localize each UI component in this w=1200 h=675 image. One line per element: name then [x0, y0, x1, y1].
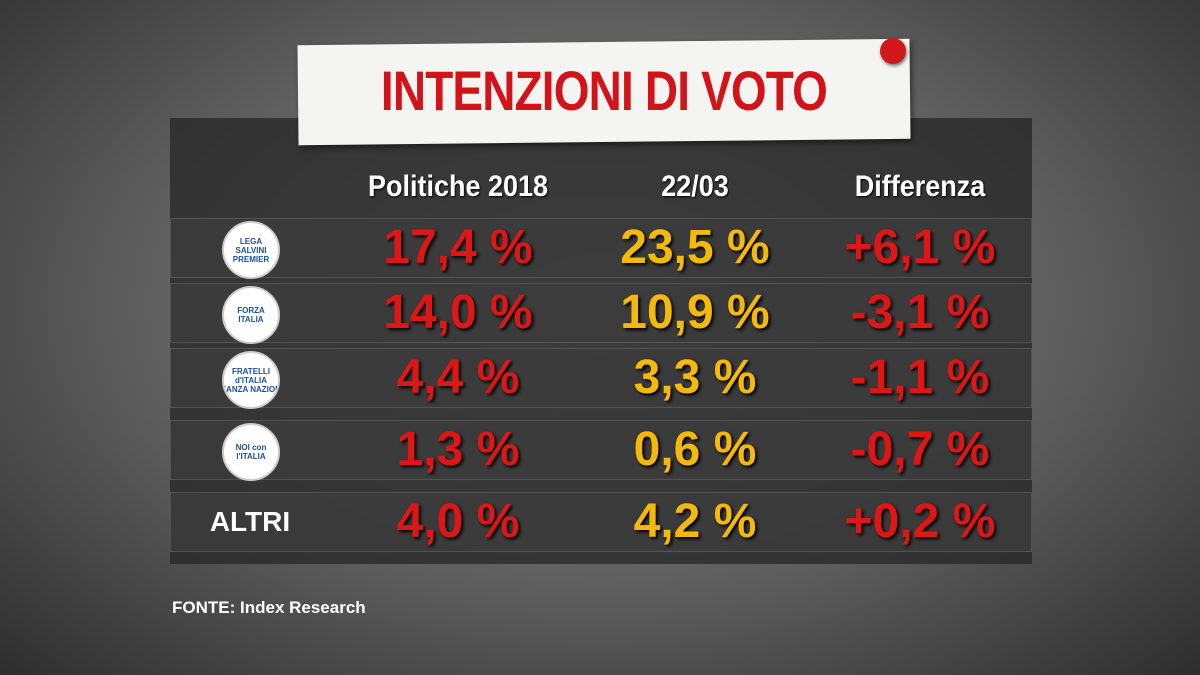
- cell-value: 23,5 %: [620, 221, 770, 274]
- source: FONTE: Index Research: [172, 598, 366, 617]
- pin: [880, 38, 906, 64]
- table-row: LEGA SALVINI PREMIER 17,4 % 23,5 % +6,1 %: [170, 218, 1032, 279]
- logo-text: l'ITALIA: [236, 452, 266, 461]
- cell-value: -3,1 %: [850, 286, 990, 339]
- cell-value: 4,0 %: [396, 495, 520, 548]
- table-row: NOI con l'ITALIA 1,3 % 0,6 % -0,7 %: [170, 420, 1032, 481]
- cell-value: +6,1 %: [844, 221, 996, 274]
- cell-value: +0,2 %: [844, 495, 996, 548]
- table-row: ALTRI 4,0 % 4,2 % +0,2 %: [170, 492, 1032, 552]
- party-logo: FORZA ITALIA: [222, 286, 280, 344]
- logo-text: LEGA: [239, 236, 263, 246]
- cell-value: -1,1 %: [850, 351, 990, 404]
- cell-value: 4,2 %: [633, 495, 757, 548]
- cell-value: 10,9 %: [620, 286, 770, 339]
- cell-value: 14,0 %: [383, 286, 533, 339]
- column-header: 22/03: [661, 170, 729, 203]
- title: INTENZIONI DI VOTO: [380, 59, 828, 122]
- cell-value: -0,7 %: [850, 423, 990, 476]
- party-logo: LEGA SALVINI PREMIER: [222, 221, 280, 279]
- cell-value: 4,4 %: [396, 351, 520, 404]
- party-logo: NOI con l'ITALIA: [222, 423, 280, 481]
- logo-text: NOI con: [235, 443, 267, 452]
- row-label: ALTRI: [209, 506, 291, 537]
- logo-text: FORZA: [237, 306, 265, 315]
- cell-value: 0,6 %: [633, 423, 757, 476]
- logo-text: SALVINI: [235, 245, 267, 255]
- logo-text: PREMIER: [232, 254, 270, 264]
- logo-text: ALLEANZA NAZIONALE: [224, 384, 280, 394]
- cell-value: 3,3 %: [633, 351, 757, 404]
- logo-text: ITALIA: [238, 315, 264, 324]
- cell-value: 1,3 %: [396, 423, 520, 476]
- cell-value: 17,4 %: [383, 221, 533, 274]
- logo-text: d'ITALIA: [235, 375, 267, 385]
- logo-text: FRATELLI: [231, 366, 271, 376]
- table-row: FORZA ITALIA 14,0 % 10,9 % -3,1 %: [170, 283, 1032, 344]
- column-header: Politiche 2018: [367, 170, 549, 203]
- column-header: Differenza: [854, 170, 986, 203]
